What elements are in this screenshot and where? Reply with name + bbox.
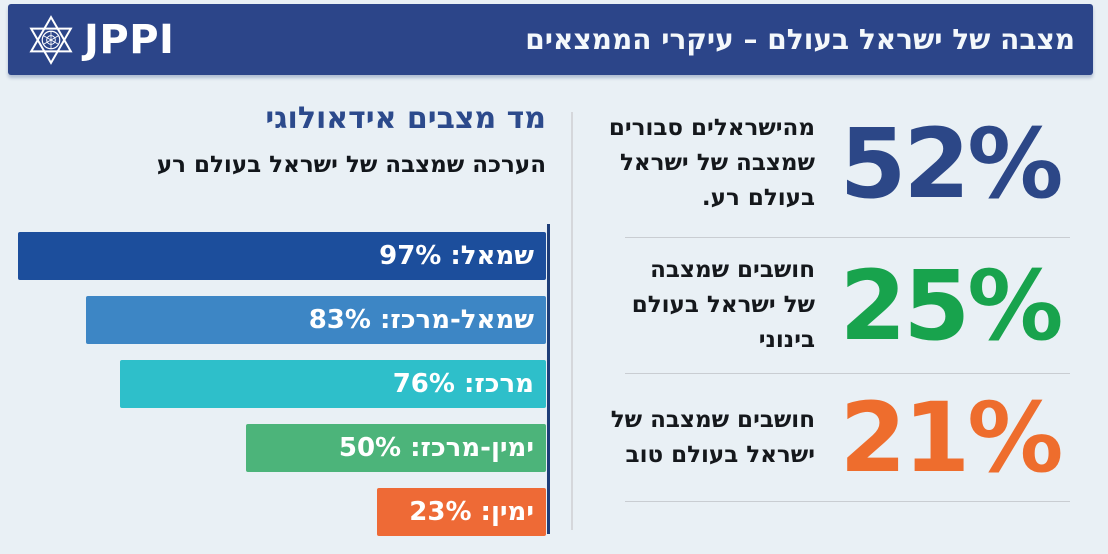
stat-value-good: 21% bbox=[839, 381, 1064, 494]
chart-axis-line bbox=[547, 224, 550, 534]
stat-row-bad: 52% מהישראלים סבורים שמצבה של ישראל בעול… bbox=[608, 90, 1070, 238]
chart-title: מד מצבים אידאולוגי bbox=[265, 101, 546, 136]
bar-label: ימין-מרכז: 50% bbox=[338, 433, 534, 463]
bar-left: שמאל: 97% bbox=[18, 232, 546, 280]
bar-label: מרכז: 76% bbox=[392, 369, 534, 399]
logo-text: JPPI bbox=[84, 16, 175, 63]
stat-text-moderate: חושבים שמצבה של ישראל בעולם בינוני bbox=[631, 257, 815, 353]
stat-value-moderate: 25% bbox=[839, 249, 1064, 362]
bar-row-center-left: שמאל-מרכז: 83% bbox=[18, 296, 546, 344]
bar-label: שמאל-מרכז: 83% bbox=[308, 305, 534, 335]
bar-row-center: מרכז: 76% bbox=[18, 360, 546, 408]
bar-row-center-right: ימין-מרכז: 50% bbox=[18, 424, 546, 472]
bar-center: מרכז: 76% bbox=[120, 360, 546, 408]
page-title: מצבה של ישראל בעולם – עיקרי הממצאים bbox=[525, 23, 1075, 56]
header-bar: מצבה של ישראל בעולם – עיקרי הממצאים JPPI bbox=[8, 4, 1093, 75]
star-of-david-icon bbox=[29, 14, 73, 65]
ideology-chart: מד מצבים אידאולוגי הערכה שמצבה של ישראל … bbox=[18, 100, 546, 552]
bar-label: ימין: 23% bbox=[409, 497, 534, 527]
bar-center-right: ימין-מרכז: 50% bbox=[246, 424, 546, 472]
bar-row-left: שמאל: 97% bbox=[18, 232, 546, 280]
bar-center-left: שמאל-מרכז: 83% bbox=[86, 296, 546, 344]
section-divider bbox=[571, 112, 573, 530]
bars-container: שמאל: 97% שמאל-מרכז: 83% מרכז: 76% ימין-… bbox=[18, 232, 546, 536]
stat-text-good: חושבים שמצבה של ישראל בעולם טוב bbox=[610, 406, 815, 468]
stat-value-bad: 52% bbox=[839, 107, 1064, 220]
bar-right: ימין: 23% bbox=[377, 488, 546, 536]
bar-label: שמאל: 97% bbox=[379, 241, 534, 271]
chart-subtitle: הערכה שמצבה של ישראל בעולם רע bbox=[156, 152, 546, 178]
stats-panel: 52% מהישראלים סבורים שמצבה של ישראל בעול… bbox=[608, 90, 1070, 502]
stat-row-good: 21% חושבים שמצבה של ישראל בעולם טוב bbox=[610, 374, 1070, 502]
bar-row-right: ימין: 23% bbox=[18, 488, 546, 536]
jppi-logo: JPPI bbox=[26, 14, 175, 65]
stat-text-bad: מהישראלים סבורים שמצבה של ישראל בעולם רע… bbox=[608, 115, 815, 211]
stat-row-moderate: 25% חושבים שמצבה של ישראל בעולם בינוני bbox=[625, 238, 1070, 374]
